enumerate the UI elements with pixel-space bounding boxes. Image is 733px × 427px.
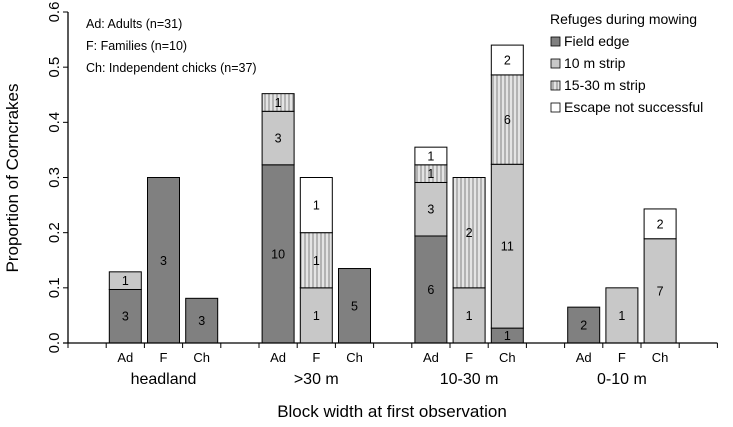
data-label: 3 xyxy=(275,132,282,146)
data-label: 6 xyxy=(427,283,434,297)
data-label: 5 xyxy=(351,299,358,313)
group-label: 0-10 m xyxy=(597,371,647,388)
legend-swatch xyxy=(550,58,561,69)
data-label: 7 xyxy=(657,284,664,298)
data-label: 1 xyxy=(427,167,434,181)
bar-segment xyxy=(299,232,333,289)
data-label: 1 xyxy=(313,254,320,268)
bar-segment xyxy=(490,163,524,329)
note-families: F: Families (n=10) xyxy=(86,39,187,53)
data-label: 1 xyxy=(122,274,129,288)
legend-title: Refuges during mowing xyxy=(550,11,697,27)
bar-segment xyxy=(108,288,142,344)
legend-entry: Field edge xyxy=(564,33,630,49)
y-tick-label: 0.6 xyxy=(46,2,63,23)
y-tick-label: 0.4 xyxy=(46,112,63,133)
y-tick-label: 0.3 xyxy=(46,167,63,188)
x-axis-title: Block width at first observation xyxy=(277,402,507,421)
subcategory-label: F xyxy=(618,350,626,365)
bar-segment xyxy=(261,93,295,112)
data-label: 1 xyxy=(466,309,473,323)
bar-segment xyxy=(414,146,448,166)
data-label: 2 xyxy=(504,53,511,67)
group-label: >30 m xyxy=(294,371,339,388)
bar-segment xyxy=(147,177,180,344)
data-label: 1 xyxy=(313,309,320,323)
subcategory-label: F xyxy=(465,350,473,365)
bar-segment xyxy=(643,238,677,344)
subcategory-label: Ad xyxy=(423,350,439,365)
bar-segment xyxy=(490,74,524,165)
subcategory-label: Ch xyxy=(193,350,210,365)
data-label: 10 xyxy=(271,247,285,261)
y-tick-label: 0.2 xyxy=(46,222,63,243)
bar-segment xyxy=(261,110,295,166)
subcategory-label: F xyxy=(312,350,320,365)
y-tick-label: 0.0 xyxy=(46,333,63,354)
subcategory-label: Ch xyxy=(346,350,363,365)
data-label: 1 xyxy=(427,149,434,163)
subcategory-label: Ch xyxy=(499,350,516,365)
y-tick-label: 0.1 xyxy=(46,277,63,298)
legend-swatch xyxy=(550,102,561,113)
legend-swatch xyxy=(550,36,561,47)
data-label: 3 xyxy=(198,314,205,328)
data-label: 3 xyxy=(427,203,434,217)
subcategory-label: Ad xyxy=(270,350,286,365)
data-label: 1 xyxy=(504,329,511,343)
data-label: 3 xyxy=(122,310,129,324)
data-label: 6 xyxy=(504,113,511,127)
data-label: 2 xyxy=(580,319,587,333)
bar-segment xyxy=(414,235,448,344)
bar-segment xyxy=(643,208,677,240)
note-chicks: Ch: Independent chicks (n=37) xyxy=(86,61,257,75)
bar-segment xyxy=(299,287,333,344)
y-axis-title: Proportion of Corncrakes xyxy=(3,84,22,273)
bar-segment xyxy=(299,177,333,234)
data-label: 1 xyxy=(618,309,625,323)
subcategory-label: Ad xyxy=(117,350,133,365)
subcategory-label: Ch xyxy=(652,350,669,365)
legend-swatch xyxy=(550,80,561,91)
subcategory-label: Ad xyxy=(576,350,592,365)
data-label: 11 xyxy=(501,240,514,254)
data-label: 1 xyxy=(313,199,320,213)
bar-segment xyxy=(108,271,142,290)
bar-segment xyxy=(185,297,219,344)
data-label: 1 xyxy=(275,96,282,110)
note-adults: Ad: Adults (n=31) xyxy=(86,17,182,31)
data-label: 2 xyxy=(466,226,473,240)
data-label: 3 xyxy=(160,254,167,268)
legend-entry: 10 m strip xyxy=(564,55,626,71)
y-tick-label: 0.5 xyxy=(46,57,63,78)
group-label: 10-30 m xyxy=(440,371,499,388)
axes-layer: 0.0 0.1 0.2 0.3 0.4 0.5 0.6 headland Ad F Ch >30 m A… xyxy=(46,2,718,388)
legend-entry: 15-30 m strip xyxy=(564,77,646,93)
bar-segment xyxy=(338,268,371,344)
bar-segment xyxy=(414,181,448,237)
group-label: headland xyxy=(131,371,197,388)
legend: Field edge 10 m strip 15-30 m strip Escape … xyxy=(550,33,703,115)
legend-entry: Escape not successful xyxy=(564,99,703,115)
bar-segment xyxy=(490,44,524,76)
data-label: 2 xyxy=(657,217,664,231)
bar-segment xyxy=(452,177,486,289)
subcategory-label: F xyxy=(160,350,168,365)
